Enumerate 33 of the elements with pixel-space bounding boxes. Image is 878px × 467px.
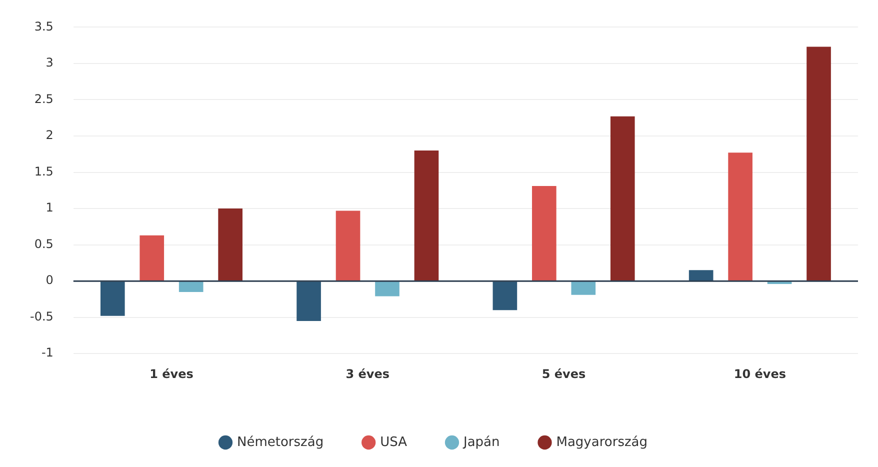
bar xyxy=(728,152,752,281)
x-tick-label: 10 éves xyxy=(734,366,786,381)
y-tick-label: 0.5 xyxy=(34,236,54,251)
bar xyxy=(140,235,164,281)
y-tick-label: 3.5 xyxy=(34,19,54,34)
legend-label: USA xyxy=(380,434,408,450)
y-tick-label: -1 xyxy=(41,346,54,360)
x-tick-label: 3 éves xyxy=(346,366,390,381)
bar xyxy=(100,282,125,316)
bar xyxy=(336,210,360,281)
bar xyxy=(806,46,831,281)
bar xyxy=(492,282,518,310)
y-tick-label: -0.5 xyxy=(30,309,54,324)
bar xyxy=(218,208,242,281)
x-tick-label: 5 éves xyxy=(542,366,586,381)
bar xyxy=(688,270,714,281)
bar xyxy=(571,282,596,295)
bar xyxy=(178,282,204,292)
bar xyxy=(296,282,321,321)
bar xyxy=(610,116,635,281)
y-tick-label: 2 xyxy=(46,128,54,142)
legend-label: Japán xyxy=(462,434,500,450)
bar xyxy=(375,282,400,296)
y-tick-label: 0 xyxy=(46,273,54,288)
y-tick-label: 3 xyxy=(46,56,54,70)
legend-label: Németország xyxy=(236,434,324,450)
y-tick-label: 1 xyxy=(46,200,54,215)
bar xyxy=(414,150,439,281)
x-tick-label: 1 éves xyxy=(150,366,194,381)
bar xyxy=(532,186,556,281)
y-tick-label: 1.5 xyxy=(34,164,54,178)
y-tick-label: 2.5 xyxy=(34,92,54,106)
legend-label: Magyarország xyxy=(556,434,648,450)
